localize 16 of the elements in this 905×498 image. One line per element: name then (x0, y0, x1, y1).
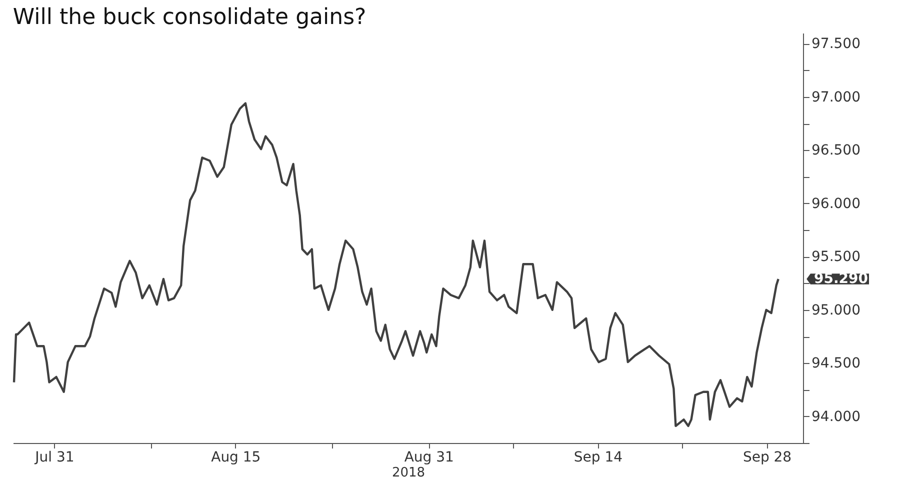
x-axis-title: 2018 (392, 466, 426, 480)
x-tick-label: Aug 31 (404, 450, 454, 466)
x-tick-label: Sep 28 (742, 450, 792, 466)
y-tick-label: 94.000 (812, 408, 860, 425)
y-tick-label: 96.500 (812, 142, 860, 159)
x-tick-label: Jul 31 (34, 450, 74, 466)
y-tick-label: 95.500 (812, 249, 860, 266)
chart-title: Will the buck consolidate gains? (12, 5, 366, 30)
x-tick-label: Aug 15 (211, 450, 261, 466)
x-tick-label: Sep 14 (574, 450, 623, 466)
y-tick-label: 97.500 (812, 36, 860, 52)
y-tick-label: 94.500 (812, 356, 860, 372)
y-tick-label: 96.000 (812, 196, 860, 212)
y-tick-label: 97.000 (812, 89, 860, 106)
y-tick-label: 95.000 (812, 302, 860, 318)
line-series (12, 102, 780, 428)
